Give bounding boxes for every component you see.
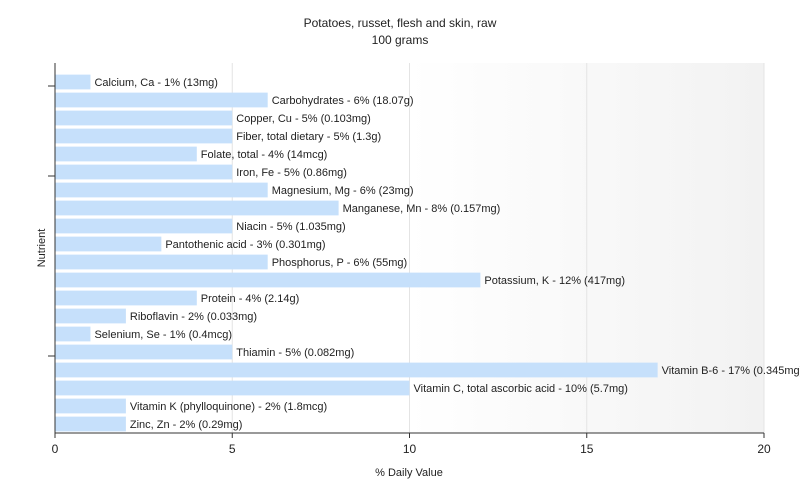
bar-label: Vitamin K (phylloquinone) - 2% (1.8mcg): [130, 401, 327, 413]
chart-title: Potatoes, russet, flesh and skin, raw: [304, 16, 497, 30]
bar: [55, 290, 197, 306]
bar: [55, 218, 233, 234]
bar-label: Potassium, K - 12% (417mg): [484, 275, 625, 287]
bar: [55, 272, 481, 288]
bar: [55, 182, 268, 198]
bar-label: Magnesium, Mg - 6% (23mg): [272, 185, 414, 197]
bar: [55, 236, 162, 252]
bar-label: Phosphorus, P - 6% (55mg): [272, 257, 408, 269]
bar-label: Vitamin B-6 - 17% (0.345mg): [662, 365, 800, 377]
bar-label: Copper, Cu - 5% (0.103mg): [236, 113, 371, 125]
bars: [55, 74, 658, 432]
bar: [55, 200, 339, 216]
x-tick-label: 5: [229, 442, 236, 456]
bar: [55, 128, 233, 144]
bar-label: Thiamin - 5% (0.082mg): [236, 347, 354, 359]
bar: [55, 74, 91, 90]
bar-label: Zinc, Zn - 2% (0.29mg): [130, 419, 242, 431]
bar: [55, 380, 410, 396]
bar-label: Riboflavin - 2% (0.033mg): [130, 311, 257, 323]
x-tick-label: 0: [52, 442, 59, 456]
x-tick-label: 15: [580, 442, 594, 456]
bar-label: Calcium, Ca - 1% (13mg): [94, 77, 217, 89]
axes: 0 5 10 15 20: [48, 63, 771, 456]
bar-label: Iron, Fe - 5% (0.86mg): [236, 167, 347, 179]
bar: [55, 308, 126, 324]
bar-label: Fiber, total dietary - 5% (1.3g): [236, 131, 381, 143]
bar-label: Manganese, Mn - 8% (0.157mg): [343, 203, 501, 215]
bar: [55, 344, 233, 360]
bar-label: Selenium, Se - 1% (0.4mcg): [94, 329, 232, 341]
x-axis-label: % Daily Value: [375, 467, 443, 479]
bar: [55, 146, 197, 162]
bar-label: Carbohydrates - 6% (18.07g): [272, 95, 414, 107]
bar: [55, 416, 126, 432]
bar-label: Vitamin C, total ascorbic acid - 10% (5.…: [414, 383, 628, 395]
bar: [55, 362, 658, 378]
bar-labels: Calcium, Ca - 1% (13mg) Carbohydrates - 6…: [94, 77, 800, 431]
bar: [55, 110, 233, 126]
x-tick-label: 10: [403, 442, 417, 456]
y-axis-label: Nutrient: [36, 229, 48, 268]
bar: [55, 326, 91, 342]
bar-label: Pantothenic acid - 3% (0.301mg): [165, 239, 325, 251]
chart-subtitle: 100 grams: [372, 33, 429, 47]
bar-label: Niacin - 5% (1.035mg): [236, 221, 345, 233]
bar-label: Folate, total - 4% (14mcg): [201, 149, 328, 161]
bar: [55, 254, 268, 270]
bar-label: Protein - 4% (2.14g): [201, 293, 299, 305]
bar: [55, 164, 233, 180]
x-tick-label: 20: [757, 442, 771, 456]
bar: [55, 398, 126, 414]
bar: [55, 92, 268, 108]
